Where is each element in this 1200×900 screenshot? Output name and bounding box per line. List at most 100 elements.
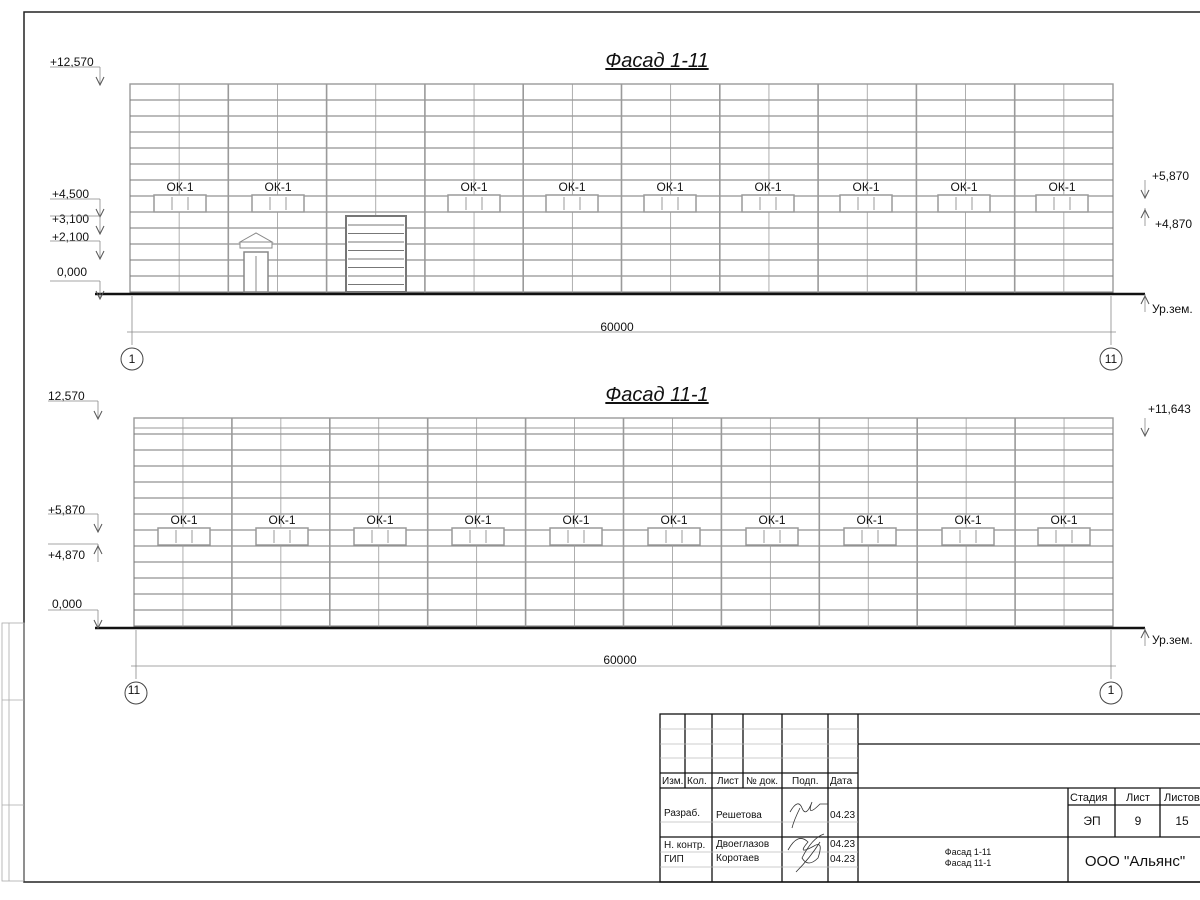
company-name: ООО "Альянс"	[1085, 853, 1185, 870]
level-label: +5,870	[1152, 169, 1189, 183]
level-label: 12,570	[48, 389, 85, 403]
axis-label: 11	[128, 683, 141, 697]
sectional-gate	[345, 215, 407, 293]
level-mark-icon	[1140, 189, 1150, 200]
level-label: Ур.зем.	[1152, 302, 1193, 316]
level-mark-icon	[95, 290, 105, 301]
window-label: ОК-1	[461, 180, 488, 194]
window-label: ОК-1	[661, 513, 688, 527]
window-label: ОК-1	[1049, 180, 1076, 194]
level-mark-icon	[93, 544, 103, 555]
role: Н. контр.	[664, 840, 705, 851]
window-ok-1	[643, 194, 697, 213]
window-ok-1	[549, 527, 603, 546]
title-block	[659, 713, 1200, 883]
header-doc: № док.	[746, 776, 778, 787]
level-mark-icon	[93, 523, 103, 534]
window-ok-1	[157, 527, 211, 546]
window-ok-1	[745, 527, 799, 546]
facade-1-11: ОК-1 ОК-1 ОК-1 ОК-1 ОК-1 ОК-1 ОК-1 ОК-1 ОК-1	[95, 83, 1145, 371]
facade-11-1-title: Фасад 11-1	[605, 384, 708, 406]
window-ok-1	[941, 527, 995, 546]
axis-bubble	[1099, 681, 1123, 705]
sheet-title-1: Фасад 1-11	[945, 847, 991, 857]
facade-11-1: ОК-1 ОК-1 ОК-1 ОК-1 ОК-1 ОК-1 ОК-1 ОК-1 ОК-1 ОК-1	[95, 417, 1145, 705]
signature-2	[787, 833, 825, 873]
window-ok-1	[1035, 194, 1089, 213]
name: Решетова	[716, 810, 762, 821]
level-label: +5,870	[48, 503, 85, 517]
window-ok-1	[353, 527, 407, 546]
date: 04.23	[830, 839, 855, 850]
window-label: ОК-1	[559, 180, 586, 194]
axis-label: 1	[129, 352, 136, 366]
window-label: ОК-1	[759, 513, 786, 527]
window-ok-1	[843, 527, 897, 546]
level-mark-icon	[93, 410, 103, 421]
level-mark-icon	[1140, 208, 1150, 219]
dimension-label: 60000	[600, 320, 634, 334]
sheet-value: 9	[1135, 814, 1142, 828]
sheets-header: Листов	[1164, 792, 1200, 804]
window-label: ОК-1	[853, 180, 880, 194]
sheet-title-2: Фасад 11-1	[945, 858, 991, 868]
door-canopy	[238, 232, 274, 243]
role: ГИП	[664, 854, 684, 865]
level-mark-icon	[95, 250, 105, 261]
date: 04.23	[830, 810, 855, 821]
window-label: ОК-1	[657, 180, 684, 194]
window-ok-1	[251, 194, 305, 213]
level-mark-icon	[95, 76, 105, 87]
window-label: ОК-1	[955, 513, 982, 527]
level-mark-icon	[1140, 427, 1150, 438]
window-ok-1	[839, 194, 893, 213]
window-label: ОК-1	[951, 180, 978, 194]
role: Разраб.	[664, 807, 700, 819]
level-label: 0,000	[57, 265, 87, 279]
sheets-value: 15	[1175, 814, 1189, 828]
axis-label: 1	[1108, 683, 1115, 697]
level-mark-icon	[1140, 294, 1150, 305]
axis-label: 11	[1105, 352, 1118, 366]
window-ok-1	[647, 527, 701, 546]
header-list: Лист	[717, 776, 739, 787]
level-label: +4,870	[1155, 217, 1192, 231]
sheet-header: Лист	[1126, 792, 1150, 804]
window-label: ОК-1	[857, 513, 884, 527]
header-izm: Изм.	[662, 776, 683, 787]
date: 04.23	[830, 854, 855, 865]
window-label: ОК-1	[465, 513, 492, 527]
axis-bubble	[120, 347, 144, 371]
window-ok-1	[1037, 527, 1091, 546]
window-label: ОК-1	[171, 513, 198, 527]
header-kol: Кол.	[687, 776, 707, 787]
window-label: ОК-1	[269, 513, 296, 527]
stage-value: ЭП	[1083, 814, 1100, 828]
window-label: ОК-1	[1051, 513, 1078, 527]
window-ok-1	[255, 527, 309, 546]
level-label: +4,870	[48, 548, 85, 562]
window-ok-1	[153, 194, 207, 213]
level-mark-icon	[1140, 628, 1150, 639]
window-ok-1	[545, 194, 599, 213]
level-mark-icon	[95, 225, 105, 236]
window-ok-1	[741, 194, 795, 213]
level-mark-icon	[93, 619, 103, 630]
header-date: Дата	[830, 776, 853, 787]
level-label: 0,000	[52, 597, 82, 611]
name: Двоеглазов	[716, 839, 769, 850]
level-label: +12,570	[50, 55, 94, 69]
level-label: +3,100	[52, 212, 89, 226]
window-label: ОК-1	[367, 513, 394, 527]
dimension-label: 60000	[603, 653, 637, 667]
window-label: ОК-1	[755, 180, 782, 194]
window-label: ОК-1	[563, 513, 590, 527]
window-label: ОК-1	[167, 180, 194, 194]
sheet-frame	[23, 11, 1200, 883]
level-label: Ур.зем.	[1152, 633, 1193, 647]
side-stamp	[1, 622, 25, 882]
header-podp: Подп.	[792, 776, 819, 787]
window-label: ОК-1	[265, 180, 292, 194]
door-canopy-base	[239, 241, 273, 249]
